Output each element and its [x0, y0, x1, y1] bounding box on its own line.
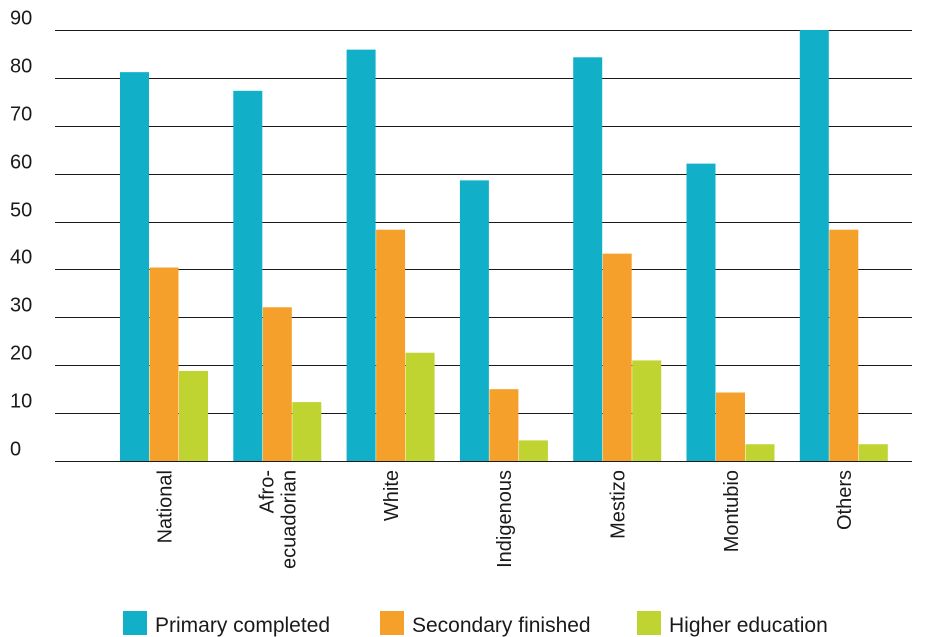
legend-swatch: [123, 611, 147, 635]
y-axis-ticks: 0 10 20 30 40 50 60 70 80 90: [10, 8, 32, 461]
bar: [858, 444, 888, 461]
y-tick-label: 10: [10, 391, 32, 413]
bar: [233, 90, 263, 462]
y-tick-label: 30: [10, 295, 32, 317]
bar: [573, 57, 603, 462]
legend-swatch: [380, 611, 404, 635]
legend: Primary completed Secondary finished Highe…: [123, 611, 828, 637]
x-category-label: Mestizo: [607, 470, 629, 539]
y-tick-label: 0: [10, 439, 21, 461]
bar: [262, 307, 292, 461]
bar: [459, 180, 489, 462]
x-category-label: Indigenous: [494, 470, 516, 568]
y-tick-label: 40: [10, 247, 32, 269]
bar: [149, 267, 179, 461]
y-tick-label: 90: [10, 8, 32, 30]
bar: [292, 402, 322, 461]
bar: [799, 30, 829, 461]
bar: [518, 440, 548, 461]
bars: [120, 30, 888, 462]
x-category-label: Others: [834, 470, 856, 530]
bar: [346, 49, 376, 461]
y-tick-label: 60: [10, 152, 32, 174]
legend-swatch: [637, 611, 661, 635]
x-category-label: National: [154, 470, 176, 543]
x-axis-labels: National Afro-ecuadorian White Indigenous Me…: [154, 470, 856, 569]
x-category-label: White: [381, 470, 403, 521]
legend-label: Higher education: [669, 614, 828, 637]
y-tick-label: 80: [10, 56, 32, 78]
y-tick-label: 50: [10, 200, 32, 222]
bar: [602, 253, 632, 461]
bar: [376, 229, 406, 461]
bar: [120, 72, 149, 462]
x-category-label: Montubio: [721, 470, 743, 552]
bar: [829, 229, 859, 461]
bar: [632, 360, 662, 461]
y-tick-label: 70: [10, 104, 32, 126]
bar: [489, 389, 519, 461]
bar: [179, 370, 208, 461]
bar: [716, 392, 745, 461]
bar: [405, 352, 435, 461]
bar: [686, 163, 716, 462]
legend-label: Secondary finished: [412, 614, 591, 637]
bar: [745, 444, 775, 461]
x-category-label: Afro-ecuadorian: [257, 470, 301, 569]
y-tick-label: 20: [10, 343, 32, 365]
legend-label: Primary completed: [155, 614, 330, 637]
